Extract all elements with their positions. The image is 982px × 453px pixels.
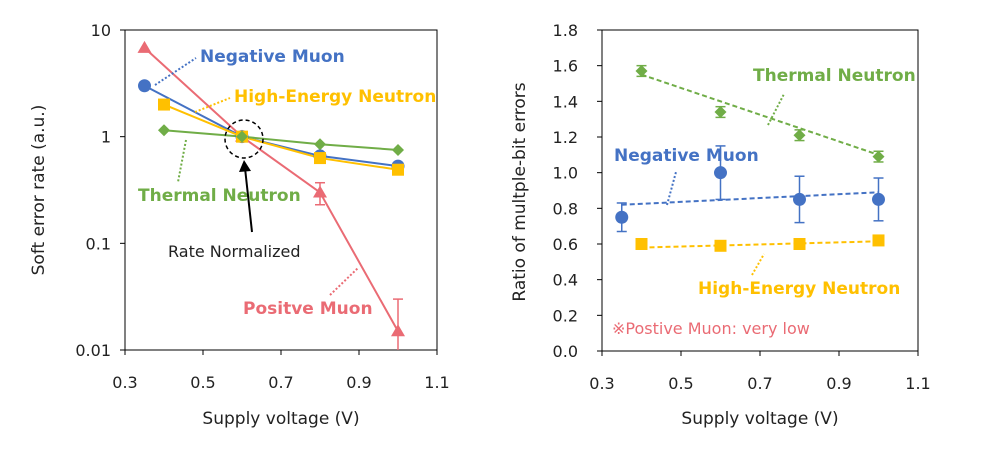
right-ytick-label: 1.2	[553, 128, 578, 147]
left-xtick-label: 0.7	[268, 373, 293, 392]
right-xaxis-title: Supply voltage (V)	[681, 409, 838, 429]
right-point-high-energy-neutron	[635, 238, 648, 250]
right-annotation-high-energy-neutron: High-Energy Neutron	[698, 279, 900, 299]
left-series-line-thermal-neutron	[163, 129, 399, 151]
right-point-negative-muon	[714, 166, 727, 180]
right-xtick-label: 0.9	[826, 374, 851, 393]
left-point-high-energy-neutron	[392, 163, 404, 176]
right-xtick-label: 0.3	[589, 374, 614, 393]
left-point-positve-muon	[391, 324, 405, 337]
left-point-thermal-neutron	[158, 124, 170, 137]
right-xtick-label: 0.5	[668, 374, 693, 393]
left-point-thermal-neutron	[392, 143, 404, 156]
left-xtick-label: 0.5	[190, 373, 215, 392]
right-point-high-energy-neutron	[714, 239, 727, 252]
right-point-thermal-neutron	[635, 65, 648, 78]
right-ytick-label: 0.8	[553, 199, 578, 218]
left-ytick-label: 0.1	[86, 234, 111, 253]
right-ytick-label: 0.6	[553, 235, 578, 254]
left-ytick-label: 1	[101, 128, 111, 147]
right-point-negative-muon	[615, 210, 629, 224]
left-point-positve-muon	[313, 185, 327, 198]
left-leader-positive-muon	[329, 267, 359, 296]
left-yaxis-title: Soft error rate (a.u.)	[29, 105, 49, 276]
left-xaxis-title: Supply voltage (V)	[202, 409, 359, 429]
left-point-high-energy-neutron	[158, 98, 170, 111]
left-xtick-label: 0.3	[112, 373, 137, 392]
right-ytick-label: 0.0	[553, 342, 578, 361]
right-ytick-label: 1.0	[553, 164, 578, 183]
left-ytick-label: 10	[91, 21, 111, 40]
right-annotation-thermal-neutron: Thermal Neutron	[753, 66, 916, 86]
right-leader-thermal-neutron	[767, 93, 785, 126]
right-trendline-high-energy-neutron	[641, 240, 879, 249]
right-trendline-negative-muon	[621, 191, 879, 206]
right-point-thermal-neutron	[872, 150, 885, 163]
right-leader-negative-muon	[666, 171, 677, 206]
left-series-line-high-energy-neutron	[163, 103, 399, 171]
left-leader-thermal-neutron	[177, 139, 187, 183]
right-point-thermal-neutron	[714, 106, 727, 119]
right-xtick-label: 0.7	[747, 374, 772, 393]
right-ytick-label: 0.2	[553, 306, 578, 325]
left-xtick-label: 0.9	[346, 373, 371, 392]
left-normalized-arrow	[244, 167, 253, 233]
left-point-negative-muon	[138, 79, 151, 93]
right-ytick-label: 1.6	[553, 57, 578, 76]
right-point-high-energy-neutron	[793, 238, 806, 250]
right-ytick-label: 1.8	[553, 21, 578, 40]
left-chart: 0.01 0.1 1 10 0.3 0.5 0.7 0.9 1.1 Supply voltag…	[29, 21, 450, 429]
right-point-negative-muon	[793, 192, 806, 206]
right-chart: 0.0 0.2 0.4 0.6 0.8 1.0 1.2 1.4 1.6 1.8 0.3 0.5 0.7…	[510, 21, 931, 429]
right-ytick-label: 0.4	[553, 271, 578, 290]
right-point-high-energy-neutron	[872, 234, 885, 247]
left-point-thermal-neutron	[236, 130, 248, 143]
left-normalized-arrowhead	[239, 160, 251, 172]
left-annotation-thermal-neutron: Thermal Neutron	[138, 186, 301, 206]
right-annotation-negative-muon: Negative Muon	[614, 146, 759, 166]
left-xtick-label: 1.1	[424, 373, 449, 392]
left-annotation-rate-normalized: Rate Normalized	[168, 242, 301, 261]
left-series-line-negative-muon	[144, 84, 399, 168]
left-annotation-negative-muon: Negative Muon	[200, 47, 345, 67]
left-ytick-label: 0.01	[75, 341, 111, 360]
left-annotation-high-energy-neutron: High-Energy Neutron	[234, 87, 436, 107]
left-point-positve-muon	[137, 40, 152, 53]
right-xtick-label: 1.1	[905, 374, 930, 393]
left-annotation-positive-muon: Positve Muon	[243, 299, 373, 319]
right-ytick-label: 1.4	[553, 92, 578, 111]
left-leader-negative-muon	[154, 57, 197, 86]
left-point-thermal-neutron	[314, 138, 326, 151]
right-point-thermal-neutron	[793, 129, 806, 142]
right-trendline-thermal-neutron	[641, 73, 879, 156]
left-point-high-energy-neutron	[314, 152, 326, 165]
right-yaxis-title: Ratio of multple-bit errors	[510, 82, 530, 301]
right-annotation-positive-muon-note: ※Postive Muon: very low	[612, 319, 810, 338]
left-series-line-positve-muon	[143, 47, 399, 332]
left-normalized-circle	[224, 119, 264, 159]
right-point-negative-muon	[872, 192, 885, 206]
right-leader-high-energy-neutron	[751, 253, 765, 276]
